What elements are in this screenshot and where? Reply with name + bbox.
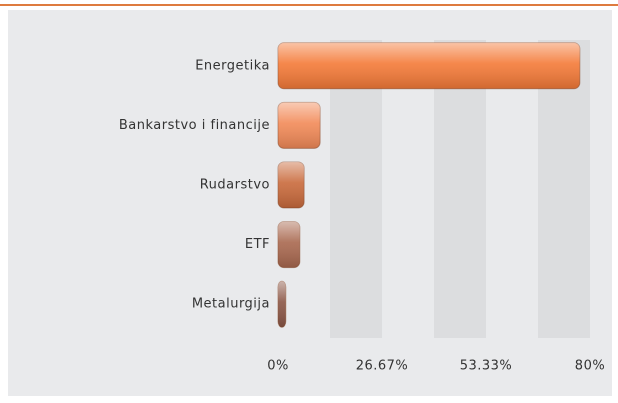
- x-tick-label: 26.67%: [356, 359, 409, 374]
- bar-gloss: [278, 102, 321, 149]
- bar-gloss: [278, 221, 300, 268]
- x-tick-label: 0%: [267, 359, 289, 374]
- y-tick-label: Rudarstvo: [200, 178, 270, 193]
- y-tick-label: Energetika: [195, 58, 270, 73]
- x-tick-label: 80%: [575, 359, 605, 374]
- grid-band: [537, 40, 590, 338]
- y-tick-label: ETF: [245, 237, 270, 252]
- top-rule: [0, 4, 618, 6]
- grid-band: [330, 40, 383, 338]
- bar-gloss: [278, 281, 286, 328]
- bar-gloss: [278, 162, 305, 208]
- y-tick-label: Bankarstvo i financije: [119, 118, 270, 133]
- bar-gloss: [278, 42, 580, 89]
- x-tick-label: 53.33%: [460, 359, 513, 374]
- grid-band: [434, 40, 486, 338]
- y-tick-label: Metalurgija: [192, 297, 270, 312]
